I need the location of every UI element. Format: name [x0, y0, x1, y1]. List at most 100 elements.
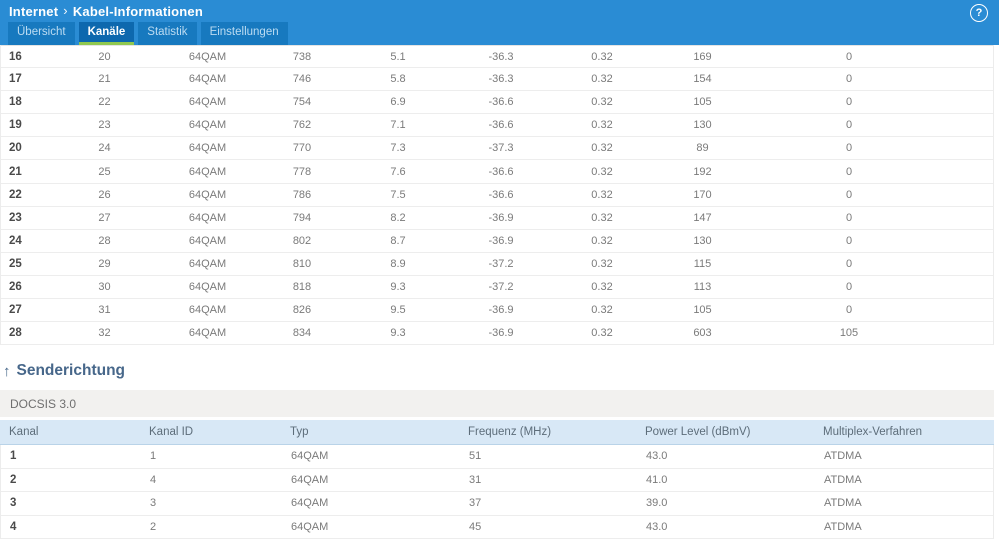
question-icon: ?	[975, 7, 983, 19]
value-cell: 738	[292, 50, 312, 63]
row-label-cell: 2	[10, 473, 17, 486]
value-cell: 43.0	[646, 520, 668, 533]
value-cell: 64QAM	[188, 96, 227, 109]
value-cell: 826	[292, 304, 312, 317]
value-cell: 7.3	[390, 142, 406, 155]
value-cell: 0.32	[591, 73, 613, 86]
value-cell: 0	[845, 257, 853, 270]
tab-übersicht[interactable]: Übersicht	[8, 22, 75, 45]
value-cell: 0.32	[591, 119, 613, 132]
tab-kanäle[interactable]: Kanäle	[78, 22, 135, 45]
column-header: Power Level (dBmV)	[645, 426, 751, 439]
value-cell: 20	[98, 50, 111, 63]
value-cell: 64QAM	[291, 520, 329, 533]
table-row: 1 1 64QAM 51 43.0 ATDMA	[1, 445, 993, 469]
value-cell: 64QAM	[188, 327, 227, 340]
value-cell: -37.2	[488, 257, 514, 270]
value-cell: 770	[292, 142, 312, 155]
column-header: Multiplex-Verfahren	[823, 426, 923, 439]
value-cell: ATDMA	[824, 473, 862, 486]
value-cell: 64QAM	[188, 304, 227, 317]
value-cell: 31	[469, 473, 482, 486]
value-cell: 89	[696, 142, 709, 155]
value-cell: 64QAM	[188, 257, 227, 270]
value-cell: 4	[150, 473, 157, 486]
table-row: 22 26 64QAM 786 7.5 -36.6 0.32 170 0	[1, 183, 993, 207]
value-cell: 0.32	[591, 280, 613, 293]
value-cell: -36.9	[488, 234, 514, 247]
value-cell: 9.3	[390, 280, 406, 293]
tab-bar: Übersicht Kanäle Statistik Einstellungen	[8, 22, 288, 45]
table-row: 23 27 64QAM 794 8.2 -36.9 0.32 147 0	[1, 206, 993, 230]
value-cell: 64QAM	[188, 188, 227, 201]
value-cell: 802	[292, 234, 312, 247]
value-cell: 0.32	[591, 211, 613, 224]
value-cell: 27	[98, 211, 111, 224]
value-cell: -36.6	[488, 119, 514, 132]
upstream-channel-table: 1 1 64QAM 51 43.0 ATDMA 2 4 64QAM 31 41.0 ATDMA 3 3 64…	[0, 445, 994, 540]
table-row: 24 28 64QAM 802 8.7 -36.9 0.32 130 0	[1, 229, 993, 253]
value-cell: 28	[98, 234, 111, 247]
docsis-version-bar: DOCSIS 3.0	[0, 390, 994, 418]
value-cell: 24	[98, 142, 111, 155]
value-cell: 0.32	[591, 165, 613, 178]
value-cell: 9.5	[390, 304, 406, 317]
help-button[interactable]: ?	[970, 4, 988, 22]
value-cell: 754	[292, 96, 312, 109]
value-cell: 64QAM	[188, 234, 227, 247]
table-row: 20 24 64QAM 770 7.3 -37.3 0.32 89 0	[1, 137, 993, 161]
value-cell: 818	[292, 280, 312, 293]
value-cell: 0.32	[591, 50, 613, 63]
value-cell: 192	[693, 165, 712, 178]
value-cell: 9.3	[390, 327, 406, 340]
value-cell: 170	[693, 188, 712, 201]
table-row: 4 2 64QAM 45 43.0 ATDMA	[1, 515, 993, 540]
value-cell: -36.9	[488, 304, 514, 317]
tab-statistik[interactable]: Statistik	[138, 22, 197, 45]
arrow-up-icon: ↑	[3, 362, 11, 380]
value-cell: 0.32	[591, 257, 613, 270]
value-cell: 22	[98, 96, 111, 109]
value-cell: ATDMA	[824, 520, 862, 533]
value-cell: 64QAM	[188, 280, 227, 293]
value-cell: -36.6	[488, 96, 514, 109]
value-cell: 762	[292, 119, 312, 132]
value-cell: 45	[469, 520, 482, 533]
value-cell: -36.3	[488, 50, 514, 63]
breadcrumb-parent[interactable]: Internet	[9, 4, 59, 19]
row-label-cell: 27	[9, 304, 22, 317]
value-cell: 21	[98, 73, 111, 86]
table-row: 18 22 64QAM 754 6.9 -36.6 0.32 105 0	[1, 91, 993, 115]
downstream-channel-table: 16 20 64QAM 738 5.1 -36.3 0.32 169 0 17 21 64QAM 746…	[0, 45, 994, 346]
value-cell: 8.7	[390, 234, 406, 247]
value-cell: 6.9	[390, 96, 406, 109]
value-cell: 37	[469, 497, 482, 510]
row-label-cell: 17	[9, 73, 22, 86]
value-cell: -36.3	[488, 73, 514, 86]
value-cell: 3	[150, 497, 157, 510]
table-row: 2 4 64QAM 31 41.0 ATDMA	[1, 468, 993, 493]
value-cell: 834	[292, 327, 312, 340]
value-cell: 64QAM	[188, 142, 227, 155]
value-cell: 64QAM	[188, 211, 227, 224]
row-label-cell: 1	[10, 450, 17, 463]
value-cell: 64QAM	[291, 497, 329, 510]
value-cell: -36.6	[488, 165, 514, 178]
tab-einstellungen[interactable]: Einstellungen	[200, 22, 288, 45]
value-cell: ATDMA	[824, 497, 862, 510]
value-cell: 5.8	[390, 73, 406, 86]
upstream-table-header: Kanal Kanal ID Typ Frequenz (MHz) Power Leve…	[0, 420, 994, 446]
value-cell: 1	[150, 450, 157, 463]
value-cell: 154	[693, 73, 712, 86]
value-cell: 105	[693, 304, 712, 317]
value-cell: 794	[292, 211, 312, 224]
column-header: Kanal ID	[149, 426, 194, 439]
value-cell: 7.1	[390, 119, 406, 132]
value-cell: 0	[845, 96, 853, 109]
table-row: 19 23 64QAM 762 7.1 -36.6 0.32 130 0	[1, 114, 993, 138]
table-row: 28 32 64QAM 834 9.3 -36.9 0.32 603 105	[1, 322, 993, 346]
value-cell: 115	[693, 257, 712, 270]
row-label-cell: 25	[9, 257, 22, 270]
value-cell: 0.32	[591, 142, 613, 155]
value-cell: 130	[693, 234, 712, 247]
